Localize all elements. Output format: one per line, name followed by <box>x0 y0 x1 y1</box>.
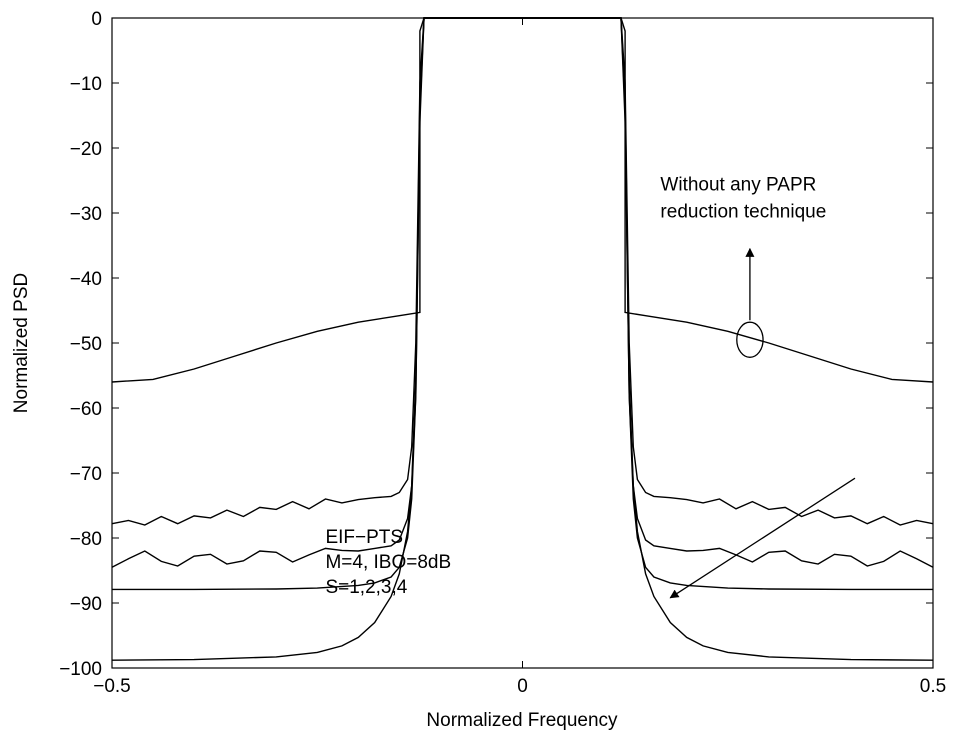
y-tick-label: −10 <box>70 74 102 95</box>
arrow-diagonal <box>669 477 856 599</box>
y-tick-label: −40 <box>70 269 102 290</box>
psd-curve-3 <box>111 17 934 568</box>
x-tick-label: 0.5 <box>920 676 946 697</box>
y-tick-label: −50 <box>70 334 102 355</box>
axis-ticks: 0 −10 −20 −30 −40 −50 −60 −70 −80 −90 −100−0.5 0 0.5 <box>59 9 946 697</box>
y-tick-label: −80 <box>70 529 102 550</box>
y-tick-label: −90 <box>70 594 102 615</box>
y-axis-title: Normalized PSD <box>11 273 32 413</box>
x-tick-label: 0 <box>517 676 528 697</box>
y-tick-label: −20 <box>70 139 102 160</box>
annotation-lower-line: EIF−PTS <box>325 527 403 548</box>
x-axis-title: Normalized Frequency <box>426 710 618 731</box>
plot-frame <box>111 17 934 669</box>
psd-curve-5 <box>111 17 934 661</box>
y-tick-label: −60 <box>70 399 102 420</box>
psd-curve-1 <box>111 17 934 383</box>
psd-curve-4 <box>112 17 933 591</box>
y-tick-label: −30 <box>70 204 102 225</box>
psd-curves <box>111 17 934 661</box>
x-tick-label: −0.5 <box>93 676 131 697</box>
psd-curve-2 <box>111 17 934 526</box>
y-tick-label: −100 <box>59 659 102 680</box>
y-tick-label: 0 <box>91 9 102 30</box>
y-tick-label: −70 <box>70 464 102 485</box>
annotation-upper-line: Without any PAPR <box>660 174 816 195</box>
annotation-lower-line: S=1,2,3,4 <box>325 577 407 598</box>
annotation-lower-line: M=4, IBO=8dB <box>325 552 451 573</box>
ellipse-marker <box>736 321 764 358</box>
annotation-upper-line: reduction technique <box>660 201 826 222</box>
annotations: Without any PAPR reduction technique EIF−P… <box>325 174 856 599</box>
